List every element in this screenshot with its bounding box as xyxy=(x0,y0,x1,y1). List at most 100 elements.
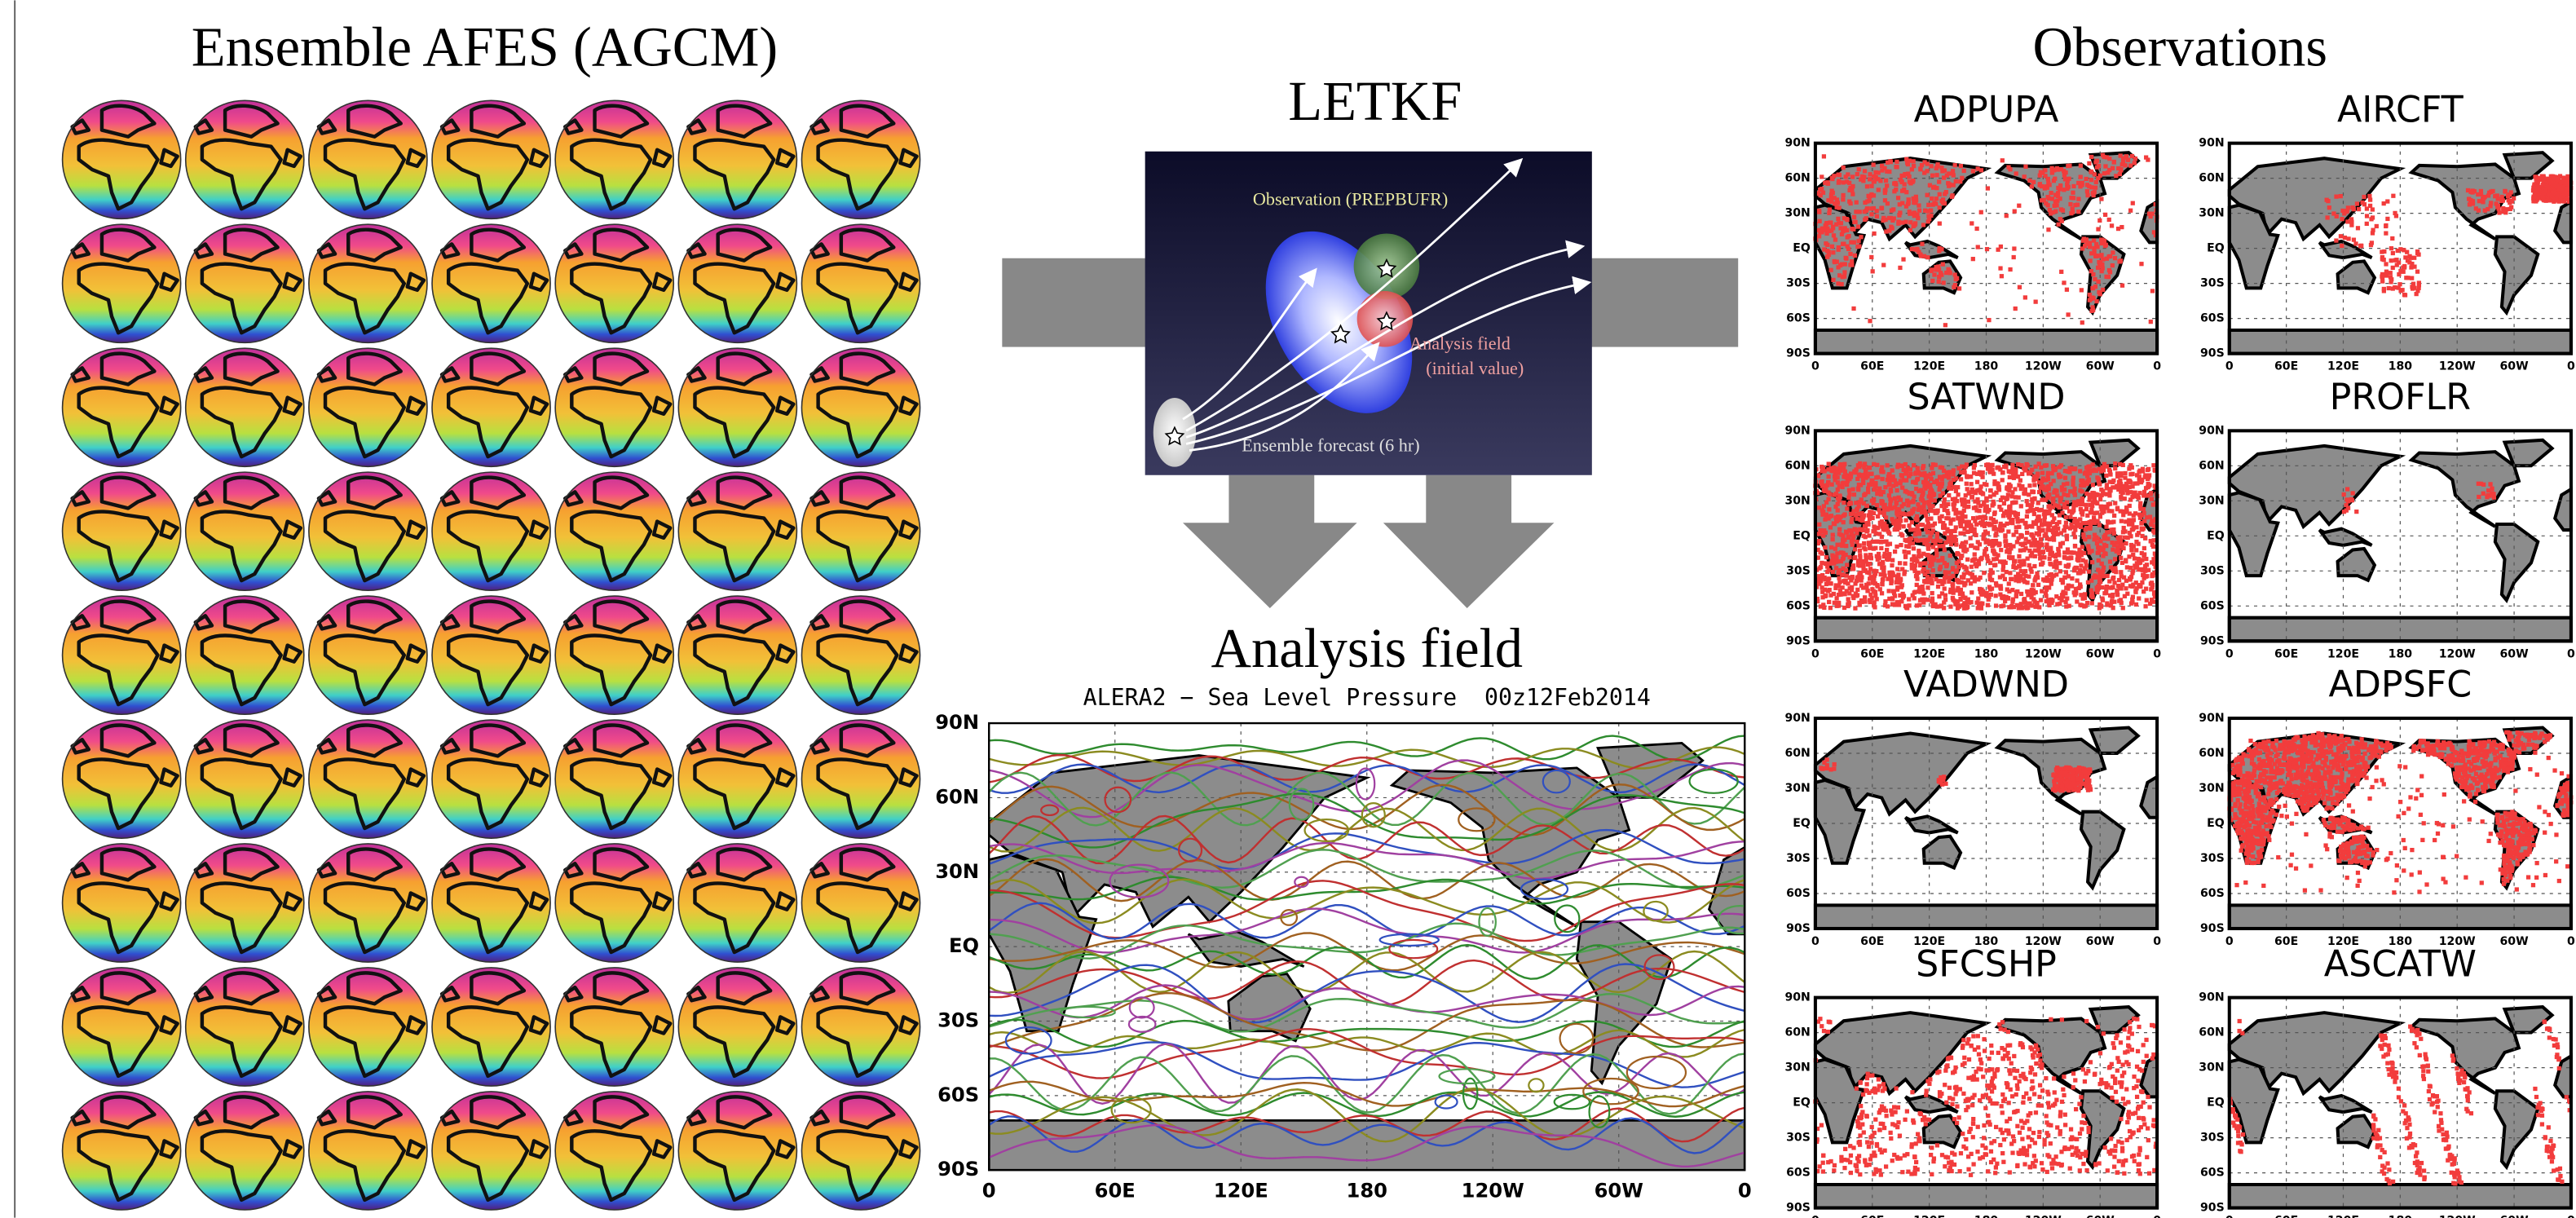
lat-label: 60N xyxy=(2199,172,2224,185)
observation-dot xyxy=(1878,179,1882,183)
observation-dot xyxy=(1868,546,1872,550)
observation-dot xyxy=(2067,604,2071,608)
lat-label: EQ xyxy=(949,934,979,957)
observation-dot xyxy=(1887,216,1891,220)
observation-dot xyxy=(1963,565,1967,569)
observation-dot xyxy=(1890,563,1894,567)
observation-dot xyxy=(2494,201,2499,205)
observation-dot xyxy=(1951,502,1955,506)
observation-dot xyxy=(1851,596,1855,600)
observation-dot xyxy=(1820,513,1824,517)
globe xyxy=(555,100,673,218)
observation-dot xyxy=(2362,195,2366,199)
observation-dot xyxy=(1898,266,1902,270)
observation-dot xyxy=(2128,209,2133,213)
observation-dot xyxy=(1856,563,1860,567)
globe xyxy=(309,348,427,466)
observation-dot xyxy=(2072,567,2076,571)
observation-dot xyxy=(2107,218,2111,222)
observation-dot xyxy=(1850,192,1855,196)
observation-dot xyxy=(2030,184,2034,188)
map-name: ADPUPA xyxy=(1914,89,2059,130)
globe xyxy=(678,844,796,962)
lon-label: 120E xyxy=(2327,360,2359,373)
observation-dot xyxy=(1915,603,1919,607)
observation-dot xyxy=(2132,491,2136,495)
observation-dot xyxy=(1833,522,1837,526)
globe xyxy=(309,472,427,590)
lon-label: 0 xyxy=(2225,360,2234,373)
observation-dot xyxy=(1905,161,1909,165)
observation-dot xyxy=(1856,224,1860,228)
observation-dot xyxy=(1889,476,1893,480)
observation-dot xyxy=(1868,466,1872,470)
observation-dot xyxy=(1851,488,1855,492)
observation-dot xyxy=(1881,577,1885,581)
map-name: PROFLR xyxy=(2330,377,2471,418)
observation-dot xyxy=(2113,466,2117,470)
observation-dot xyxy=(1822,154,1826,158)
observation-dot xyxy=(1823,545,1827,549)
observation-dot xyxy=(2490,487,2494,491)
observation-dot xyxy=(1939,565,1943,569)
observation-dot xyxy=(2138,504,2142,508)
observation-dot xyxy=(1857,601,1861,605)
observation-dot xyxy=(2009,494,2014,498)
observation-dot xyxy=(1895,488,1899,492)
observation-dot xyxy=(1835,596,1839,600)
observation-dot xyxy=(1900,567,1904,571)
observation-dot xyxy=(1975,601,1979,605)
observation-dot xyxy=(2099,604,2103,608)
observation-dot xyxy=(2487,493,2491,497)
observation-dot xyxy=(1925,474,1929,478)
observation-dot xyxy=(1943,497,1947,501)
observation-dot xyxy=(1880,164,1884,168)
observation-dot xyxy=(1847,555,1851,559)
observation-dot xyxy=(1954,525,1958,529)
observation-dot xyxy=(1884,515,1888,519)
observation-dot xyxy=(1841,197,1845,201)
observation-dot xyxy=(2050,513,2054,517)
globe xyxy=(678,1092,796,1210)
observation-dot xyxy=(2038,556,2042,560)
observation-dot xyxy=(2056,194,2060,198)
observation-dot xyxy=(1854,513,1858,517)
observation-dot xyxy=(1837,173,1842,177)
observation-dot xyxy=(1851,227,1855,232)
observation-dot xyxy=(2112,580,2116,585)
observation-dot xyxy=(1969,536,1973,540)
observation-dot xyxy=(1867,194,1871,198)
observation-dot xyxy=(1912,210,1917,214)
lat-label: 60N xyxy=(1784,172,1810,185)
observation-dot xyxy=(2339,234,2343,238)
lat-label: 30S xyxy=(2200,277,2225,290)
observation-dot xyxy=(1965,520,1969,524)
observation-dot xyxy=(1831,557,1835,561)
observation-dot xyxy=(2130,585,2134,589)
observation-dot xyxy=(2387,286,2391,290)
observation-dot xyxy=(1820,509,1824,513)
observation-dot xyxy=(2105,602,2109,607)
observation-dot xyxy=(2058,465,2062,469)
observation-dot xyxy=(1841,242,1845,246)
observation-dot xyxy=(2097,523,2102,527)
observation-dot xyxy=(2493,194,2497,198)
observation-dot xyxy=(1855,245,1859,249)
observation-dot xyxy=(2137,476,2142,480)
observation-dot xyxy=(2111,576,2115,580)
observation-dot xyxy=(2371,207,2375,211)
observation-dot xyxy=(1939,504,1943,508)
observation-dot xyxy=(1889,488,1893,492)
observation-dot xyxy=(1864,535,1868,539)
observation-dot xyxy=(1865,184,1869,188)
observation-dot xyxy=(2509,190,2513,194)
observation-dot xyxy=(2143,473,2147,477)
observation-dot xyxy=(1842,270,1846,274)
observation-dot xyxy=(1875,540,1879,544)
observation-dot xyxy=(2056,532,2060,536)
observation-dot xyxy=(2043,464,2047,468)
observation-dot xyxy=(1946,529,1950,533)
lat-label: 90S xyxy=(1786,347,1811,360)
observation-dot xyxy=(2391,194,2395,198)
observation-dot xyxy=(1901,595,1905,599)
